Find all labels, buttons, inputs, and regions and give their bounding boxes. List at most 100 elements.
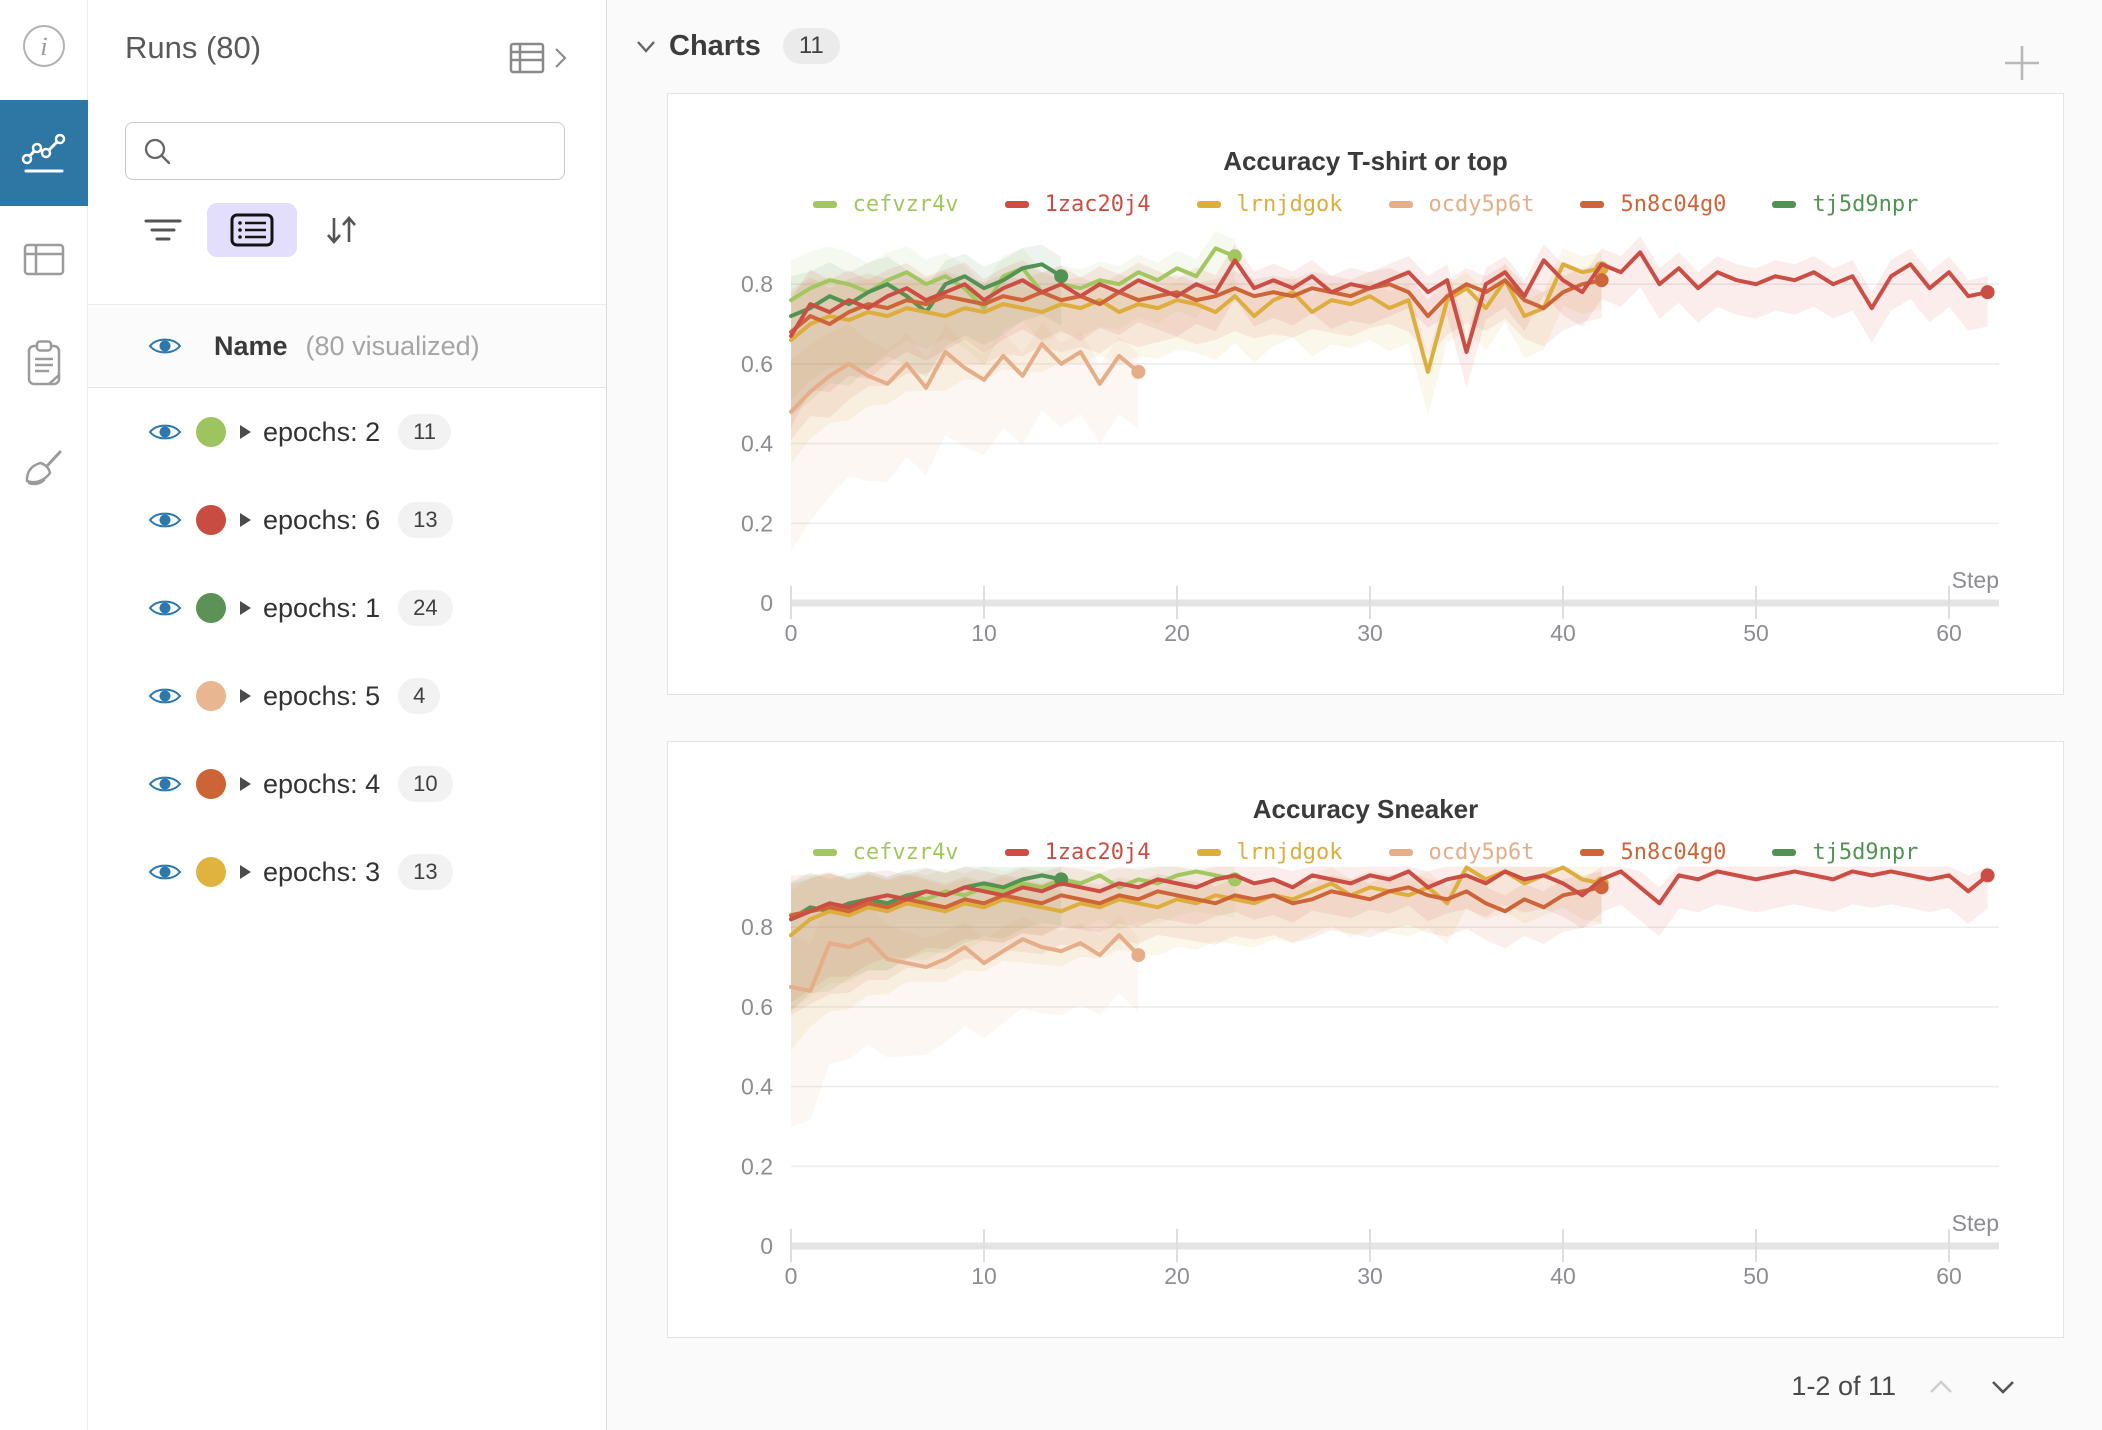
runs-search-input[interactable] [182, 123, 564, 179]
svg-text:0.4: 0.4 [741, 431, 773, 457]
legend-series-name: lrnjdgok [1236, 192, 1343, 217]
visualized-count-label: (80 visualized) [305, 330, 480, 361]
run-groups-list: epochs: 2 11 epochs: 6 13 epochs: 1 24 [88, 388, 606, 916]
run-group-label: epochs: 1 [263, 592, 381, 623]
run-color-dot [196, 593, 226, 623]
svg-text:60: 60 [1936, 620, 1962, 646]
legend-series-name: ocdy5p6t [1428, 840, 1535, 865]
svg-text:0.4: 0.4 [741, 1074, 773, 1100]
chart-panel[interactable]: 0 10 20 30 40 50 60 0 0.2 0.4 0.6 0.8 Step Accuracy … [667, 741, 2064, 1338]
eye-icon[interactable] [148, 596, 182, 620]
svg-text:0: 0 [760, 590, 773, 616]
table-nav-icon[interactable] [0, 232, 88, 288]
run-group-row[interactable]: epochs: 4 10 [88, 740, 606, 828]
legend-series-name: ocdy5p6t [1428, 192, 1535, 217]
legend-entry[interactable]: ocdy5p6t [1388, 192, 1535, 217]
legend-entry[interactable]: 5n8c04g0 [1580, 192, 1726, 217]
eye-icon[interactable] [148, 684, 182, 708]
svg-text:30: 30 [1357, 1263, 1383, 1289]
svg-text:0.2: 0.2 [741, 1153, 773, 1179]
eye-icon[interactable] [148, 420, 182, 444]
line-chart-plot: 0 10 20 30 40 50 60 0 0.2 0.4 0.6 0.8 Step [741, 865, 1999, 1289]
broom-icon[interactable] [0, 440, 88, 504]
sort-button[interactable] [321, 213, 361, 247]
svg-text:60: 60 [1936, 1263, 1962, 1289]
runs-panel: Runs (80) Name (80 visualized) [88, 0, 607, 1430]
chart-title: Accuracy Sneaker [1252, 794, 1479, 824]
svg-text:i: i [40, 32, 47, 61]
info-icon[interactable]: i [0, 18, 88, 74]
legend-series-name: cefvzr4v [852, 192, 959, 217]
page-up-button[interactable] [1924, 1375, 1958, 1399]
charts-count-badge: 11 [782, 28, 840, 64]
svg-text:40: 40 [1550, 1263, 1576, 1289]
legend-entry[interactable]: lrnjdgok [1196, 192, 1343, 217]
legend-swatch [1388, 201, 1413, 208]
legend-entry[interactable]: lrnjdgok [1196, 840, 1343, 865]
group-list-button[interactable] [207, 203, 297, 257]
svg-text:0.8: 0.8 [741, 271, 773, 297]
svg-text:0.2: 0.2 [741, 510, 773, 536]
eye-icon[interactable] [148, 860, 182, 884]
svg-text:50: 50 [1743, 1263, 1769, 1289]
legend-entry[interactable]: tj5d9npr [1772, 192, 1918, 217]
chart-panel[interactable]: 0 10 20 30 40 50 60 0 0.2 0.4 0.6 0.8 Step Accuracy … [667, 93, 2064, 695]
legend-entry[interactable]: tj5d9npr [1772, 840, 1918, 865]
caret-right-icon[interactable] [240, 865, 251, 879]
caret-right-icon[interactable] [240, 601, 251, 615]
run-group-label: epochs: 6 [263, 504, 381, 535]
eye-icon[interactable] [148, 334, 182, 358]
legend-swatch [812, 849, 837, 856]
run-group-label: epochs: 4 [263, 768, 381, 799]
svg-text:30: 30 [1357, 620, 1383, 646]
runs-list-header-row: Name (80 visualized) [88, 304, 606, 388]
legend-entry[interactable]: ocdy5p6t [1388, 840, 1535, 865]
line-chart-nav-icon[interactable] [0, 100, 88, 206]
caret-right-icon[interactable] [240, 425, 251, 439]
legend-series-name: tj5d9npr [1812, 192, 1919, 217]
svg-text:40: 40 [1550, 620, 1576, 646]
svg-text:0.6: 0.6 [741, 994, 773, 1020]
run-group-row[interactable]: epochs: 1 24 [88, 564, 606, 652]
runs-panel-header: Runs (80) [88, 0, 606, 100]
svg-text:Step: Step [1952, 567, 1999, 593]
filter-button[interactable] [143, 215, 183, 245]
chevron-down-icon [1992, 1380, 2014, 1394]
svg-text:10: 10 [971, 1263, 997, 1289]
caret-right-icon[interactable] [240, 689, 251, 703]
run-count-badge: 24 [398, 590, 453, 626]
caret-right-icon[interactable] [240, 513, 251, 527]
eye-icon[interactable] [148, 508, 182, 532]
run-count-badge: 4 [398, 678, 441, 714]
legend-series-name: 5n8c04g0 [1620, 840, 1727, 865]
chevron-down-icon[interactable] [633, 33, 659, 59]
legend-entry[interactable]: 5n8c04g0 [1580, 840, 1726, 865]
run-group-row[interactable]: epochs: 3 13 [88, 828, 606, 916]
svg-text:0.8: 0.8 [741, 914, 773, 940]
legend-entry[interactable]: 1zac20j4 [1004, 840, 1151, 865]
legend-entry[interactable]: cefvzr4v [812, 840, 959, 865]
chart-legend: cefvzr4v 1zac20j4 lrnjdgok ocdy5p6t 5n8c… [668, 840, 2063, 865]
expand-runs-table-button[interactable] [508, 40, 568, 76]
clipboard-icon[interactable] [0, 334, 88, 394]
legend-entry[interactable]: cefvzr4v [812, 192, 959, 217]
page-down-button[interactable] [1986, 1375, 2020, 1399]
eye-icon[interactable] [148, 772, 182, 796]
svg-text:10: 10 [971, 620, 997, 646]
run-count-badge: 13 [398, 502, 453, 538]
charts-section-header: Charts 11 [607, 20, 2102, 80]
svg-text:50: 50 [1743, 620, 1769, 646]
legend-entry[interactable]: 1zac20j4 [1004, 192, 1151, 217]
list-icon [230, 213, 274, 247]
left-icon-rail: i [0, 0, 88, 1430]
caret-right-icon[interactable] [240, 777, 251, 791]
run-group-row[interactable]: epochs: 5 4 [88, 652, 606, 740]
run-group-row[interactable]: epochs: 6 13 [88, 476, 606, 564]
plus-icon[interactable] [2001, 42, 2043, 84]
legend-series-name: cefvzr4v [852, 840, 959, 865]
svg-text:0: 0 [785, 620, 798, 646]
legend-swatch [1004, 849, 1029, 856]
chevron-right-icon [555, 48, 567, 68]
run-group-row[interactable]: epochs: 2 11 [88, 388, 606, 476]
